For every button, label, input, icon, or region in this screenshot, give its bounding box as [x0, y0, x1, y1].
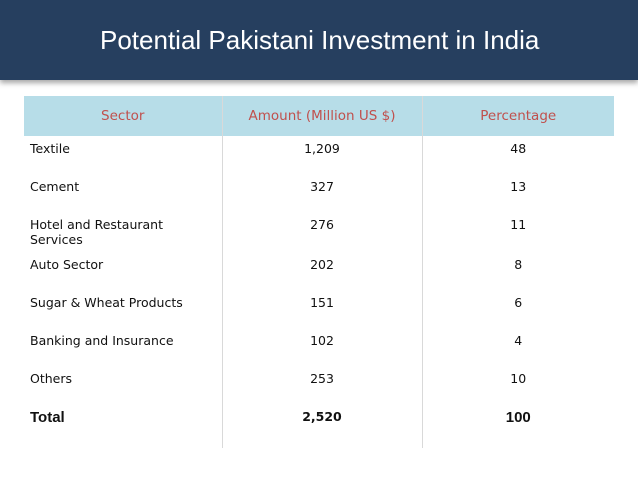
table-row: Others 253 10: [24, 366, 614, 404]
header-sector: Sector: [24, 96, 223, 136]
table-row: Textile 1,209 48: [24, 136, 614, 174]
table-row: Cement 327 13: [24, 174, 614, 212]
investment-table: Sector Amount (Million US $) Percentage …: [24, 96, 614, 448]
total-amount: 2,520: [221, 404, 423, 448]
percentage-cell: 13: [421, 174, 614, 212]
percentage-cell: 8: [421, 252, 614, 290]
header-percentage: Percentage: [421, 96, 614, 136]
table-row: Auto Sector 202 8: [24, 252, 614, 290]
sector-cell: Auto Sector: [24, 252, 223, 290]
amount-cell: 327: [221, 174, 423, 212]
percentage-cell: 10: [421, 366, 614, 404]
amount-cell: 102: [221, 328, 423, 366]
amount-cell: 202: [221, 252, 423, 290]
percentage-cell: 48: [421, 136, 614, 174]
table-row: Sugar & Wheat Products 151 6: [24, 290, 614, 328]
sector-cell: Sugar & Wheat Products: [24, 290, 223, 328]
percentage-cell: 4: [421, 328, 614, 366]
sector-cell: Banking and Insurance: [24, 328, 223, 366]
table-header-row: Sector Amount (Million US $) Percentage: [24, 96, 614, 136]
sector-cell: Cement: [24, 174, 223, 212]
total-label: Total: [24, 404, 223, 448]
amount-cell: 276: [221, 212, 423, 252]
slide-title: Potential Pakistani Investment in India: [100, 25, 540, 55]
table-row: Banking and Insurance 102 4: [24, 328, 614, 366]
total-row: Total 2,520 100: [24, 404, 614, 448]
percentage-cell: 6: [421, 290, 614, 328]
title-bar: Potential Pakistani Investment in India: [0, 0, 638, 80]
amount-cell: 151: [221, 290, 423, 328]
table-row: Hotel and Restaurant Services 276 11: [24, 212, 614, 252]
total-percentage: 100: [421, 404, 614, 448]
amount-cell: 253: [221, 366, 423, 404]
amount-cell: 1,209: [221, 136, 423, 174]
sector-cell: Textile: [24, 136, 223, 174]
header-amount: Amount (Million US $): [221, 96, 423, 136]
sector-cell: Others: [24, 366, 223, 404]
sector-cell: Hotel and Restaurant Services: [24, 212, 223, 252]
percentage-cell: 11: [421, 212, 614, 252]
